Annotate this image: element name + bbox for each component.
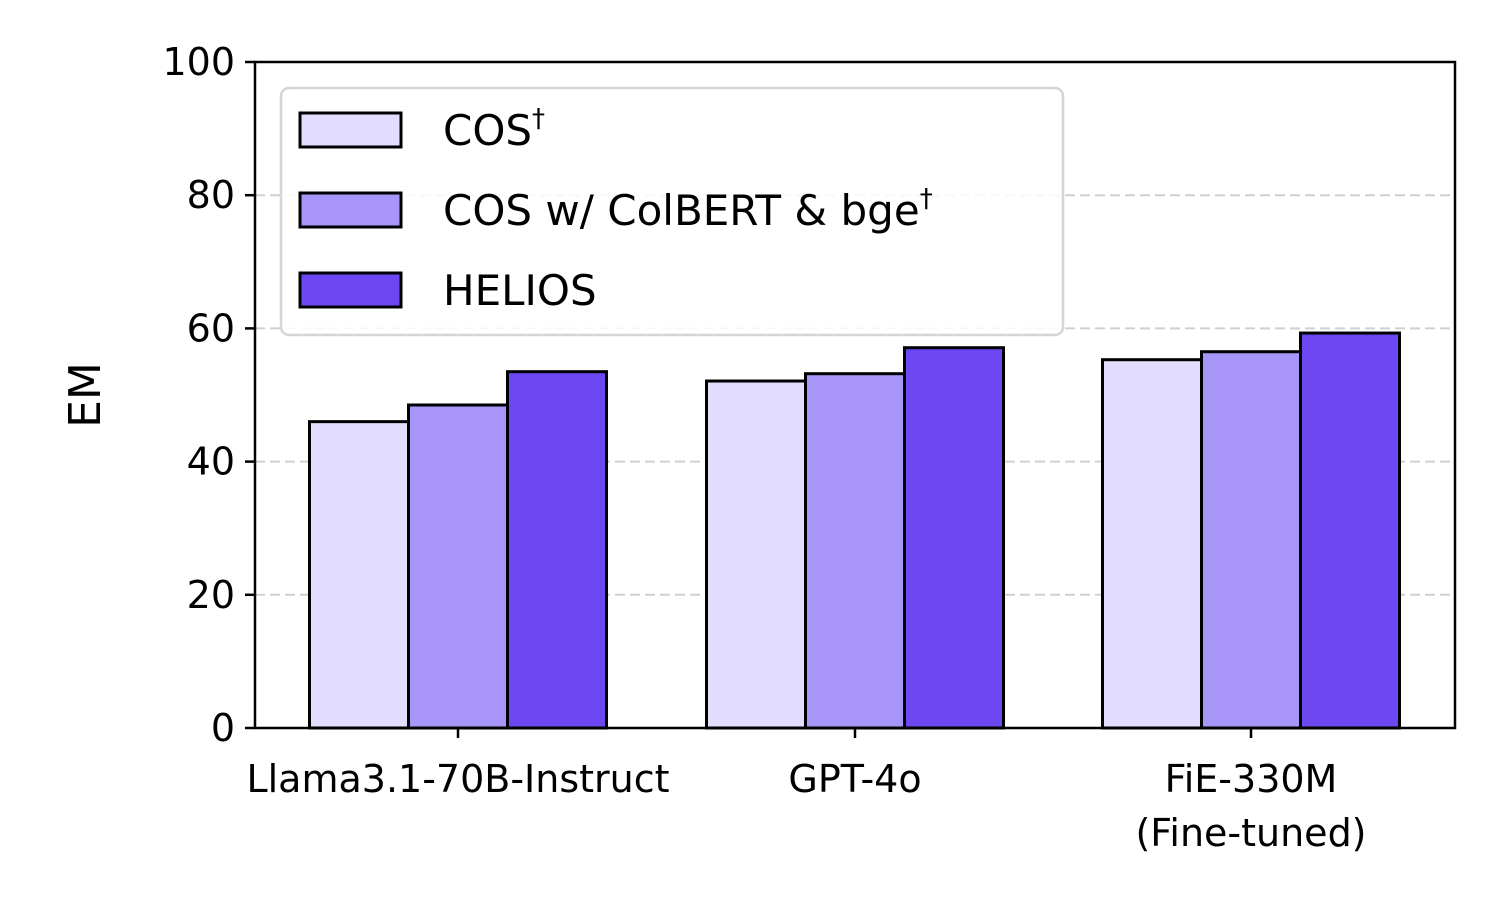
bar xyxy=(1200,350,1302,730)
legend-box xyxy=(279,86,1065,337)
legend-label: HELIOS xyxy=(443,266,597,315)
bar xyxy=(407,403,509,730)
bars xyxy=(308,331,1401,730)
y-axis-label: EM xyxy=(60,362,111,428)
x-tick-label: FiE-330M xyxy=(1165,757,1338,801)
bar xyxy=(804,372,906,730)
bar xyxy=(1299,331,1401,730)
legend: COS† COS w/ ColBERT & bge† HELIOS xyxy=(279,86,1065,337)
y-tick-label: 0 xyxy=(211,706,235,750)
x-tick-label: Llama3.1-70B-Instruct xyxy=(246,757,669,801)
y-tick-label: 20 xyxy=(187,573,235,617)
x-tick-label: (Fine-tuned) xyxy=(1135,811,1366,855)
legend-label: COS† xyxy=(443,104,545,155)
bar xyxy=(903,346,1005,730)
legend-swatch xyxy=(298,111,403,149)
bar xyxy=(506,370,608,730)
legend-swatch xyxy=(298,271,403,309)
y-axis: 0 20 40 60 80 100 xyxy=(162,40,255,750)
bar xyxy=(308,420,410,730)
x-tick-label: GPT-4o xyxy=(788,757,921,801)
legend-label: COS w/ ColBERT & bge† xyxy=(443,184,933,235)
x-axis: Llama3.1-70B-Instruct GPT-4o FiE-330M (Fine… xyxy=(246,728,1367,855)
y-tick-label: 100 xyxy=(162,40,235,84)
y-tick-label: 80 xyxy=(187,173,235,217)
y-tick-label: 40 xyxy=(187,440,235,484)
bar xyxy=(1101,358,1203,730)
y-tick-label: 60 xyxy=(187,306,235,350)
bar xyxy=(705,379,807,730)
legend-swatch xyxy=(298,191,403,229)
